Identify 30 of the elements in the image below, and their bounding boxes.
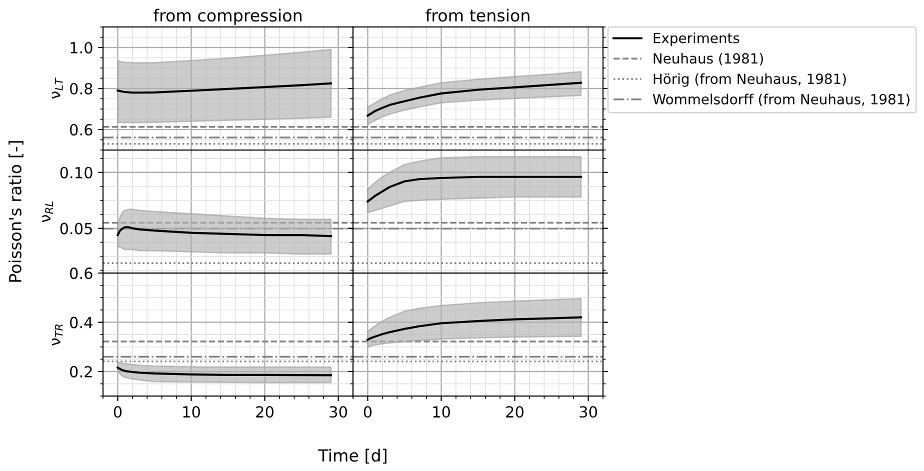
line-series <box>116 82 332 94</box>
chart-title: from tension <box>426 8 530 22</box>
chart-title: from compression <box>154 8 302 25</box>
x-tick-label: 10 <box>183 406 200 418</box>
x-tick-label: 0 <box>364 406 372 418</box>
y-tick-label: 0.4 <box>70 316 92 328</box>
line-series <box>116 366 332 376</box>
y-tick-label: 0.6 <box>70 268 92 280</box>
x-tick-label: 0 <box>114 406 122 418</box>
x-tick-label: 20 <box>506 406 524 418</box>
y-tick-label: 0.8 <box>70 82 92 95</box>
legend-label: Wommelsdorff (from Neuhaus, 1981) <box>652 94 910 106</box>
legend-label: Hörig (from Neuhaus, 1981) <box>654 73 846 87</box>
legend-label: Experiments <box>654 32 740 46</box>
y-tick-label: 0.05 <box>60 222 92 234</box>
y-axis-title: ν$_{RL}$ <box>42 201 54 222</box>
y-tick-label: 1.0 <box>70 42 92 54</box>
x-tick-label: 20 <box>256 406 274 418</box>
x-tick-label: 30 <box>580 406 598 418</box>
text: Poisson's ratio [-] <box>8 141 24 282</box>
y-tick-label: 0.6 <box>70 124 92 136</box>
x-tick-label: 10 <box>433 406 450 418</box>
legend-label: Neuhaus (1981) <box>654 52 763 66</box>
x-tick-label: 30 <box>330 406 348 418</box>
y-tick-label: 0.2 <box>70 366 92 378</box>
y-axis-title: ν$_{TR}$ <box>52 324 63 346</box>
y-axis-title: ν$_{LT}$ <box>52 77 63 99</box>
y-tick-label: 0.10 <box>60 166 92 178</box>
text: Time [d] <box>318 448 386 464</box>
line-series <box>116 226 332 238</box>
